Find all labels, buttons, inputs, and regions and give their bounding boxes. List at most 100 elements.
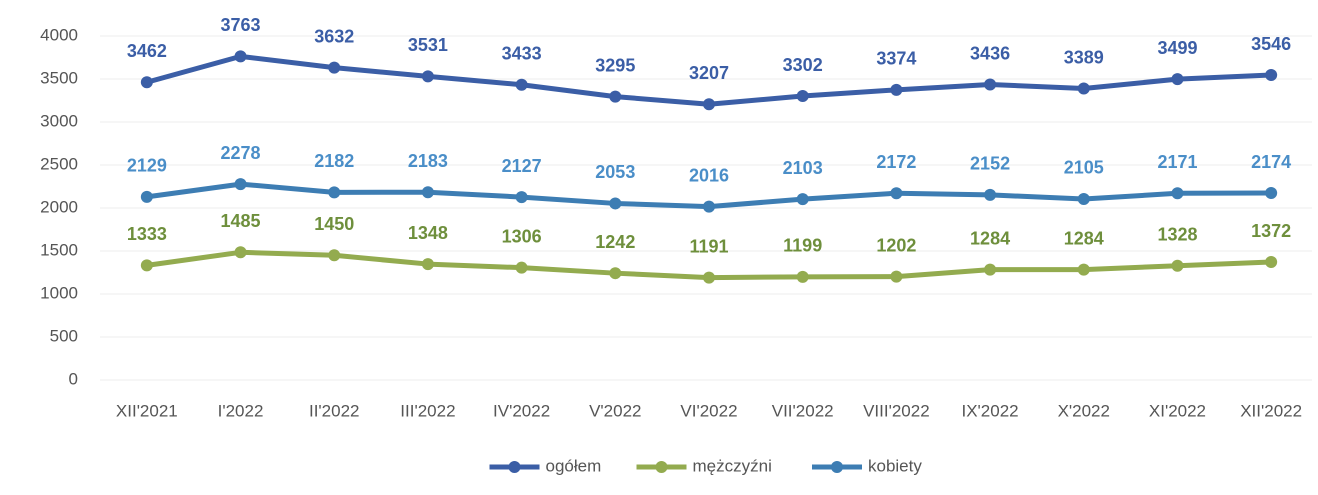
data-label: 3207 <box>689 63 729 83</box>
point <box>1265 187 1278 200</box>
point <box>1265 69 1278 82</box>
point <box>890 83 903 96</box>
data-label: 1328 <box>1157 225 1197 245</box>
y-tick-label: 1000 <box>40 283 78 302</box>
data-label: 2103 <box>783 158 823 178</box>
x-tick-label: XI'2022 <box>1149 401 1206 420</box>
point <box>609 90 622 103</box>
point <box>1265 256 1278 269</box>
point <box>234 178 247 191</box>
data-label: 1450 <box>314 214 354 234</box>
data-label: 2174 <box>1251 152 1291 172</box>
data-label: 2152 <box>970 154 1010 174</box>
legend-marker <box>508 461 521 473</box>
legend-label: kobiety <box>868 456 922 475</box>
x-tick-label: IX'2022 <box>962 401 1019 420</box>
y-tick-label: 3500 <box>40 68 78 87</box>
data-label: 3295 <box>595 55 635 75</box>
data-label: 2182 <box>314 151 354 171</box>
point <box>140 76 153 89</box>
point <box>140 190 153 203</box>
data-label: 3763 <box>221 15 261 35</box>
y-tick-label: 1500 <box>40 240 78 259</box>
point <box>1171 259 1184 272</box>
data-label: 1202 <box>876 235 916 255</box>
point <box>1077 263 1090 276</box>
data-label: 2053 <box>595 162 635 182</box>
x-tick-label: VIII'2022 <box>863 401 930 420</box>
data-label: 1348 <box>408 223 448 243</box>
data-label: 2127 <box>502 156 542 176</box>
point <box>515 78 528 91</box>
x-tick-label: VI'2022 <box>680 401 737 420</box>
data-label: 3499 <box>1157 38 1197 58</box>
data-label: 2129 <box>127 156 167 176</box>
data-label: 1199 <box>783 236 822 256</box>
point <box>328 186 341 199</box>
point <box>984 78 997 91</box>
point <box>328 249 341 262</box>
point <box>421 258 434 271</box>
legend-label: mężczyźni <box>693 456 772 475</box>
data-label: 3436 <box>970 43 1010 63</box>
data-label: 1372 <box>1251 221 1291 241</box>
x-tick-label: XII'2022 <box>1240 401 1302 420</box>
data-label: 3531 <box>408 35 448 55</box>
point <box>234 50 247 63</box>
point <box>796 90 809 103</box>
data-label: 1306 <box>502 226 542 246</box>
x-tick-label: XII'2021 <box>116 401 178 420</box>
x-tick-label: V'2022 <box>589 401 641 420</box>
point <box>703 271 715 284</box>
legend-marker <box>655 461 668 473</box>
x-tick-label: I'2022 <box>218 401 264 420</box>
data-label: 1485 <box>221 211 261 231</box>
point <box>515 261 528 274</box>
point <box>1077 192 1090 205</box>
point <box>703 200 715 213</box>
point <box>515 191 528 204</box>
y-tick-label: 0 <box>69 369 78 388</box>
x-tick-label: IV'2022 <box>493 401 550 420</box>
y-tick-label: 4000 <box>40 25 78 44</box>
point <box>890 187 903 200</box>
point <box>984 188 997 201</box>
point <box>609 197 622 210</box>
point <box>796 270 809 283</box>
point <box>1077 82 1090 95</box>
point <box>421 70 434 83</box>
data-label: 3546 <box>1251 34 1291 54</box>
data-label: 2278 <box>221 143 261 163</box>
x-tick-label: VII'2022 <box>772 401 834 420</box>
legend-label: ogółem <box>546 456 602 475</box>
data-label: 3632 <box>314 26 354 46</box>
y-tick-label: 2500 <box>40 154 78 173</box>
point <box>1171 73 1184 86</box>
data-label: 1333 <box>127 224 167 244</box>
y-tick-label: 2000 <box>40 197 78 216</box>
data-label: 1284 <box>970 228 1010 248</box>
point <box>796 193 809 206</box>
y-tick-label: 500 <box>50 326 78 345</box>
data-label: 3374 <box>876 49 916 69</box>
point <box>421 186 434 199</box>
data-label: 3433 <box>502 44 542 64</box>
x-tick-label: X'2022 <box>1058 401 1110 420</box>
point <box>140 259 153 272</box>
point <box>609 267 622 280</box>
data-label: 3389 <box>1064 47 1104 67</box>
data-label: 1242 <box>595 232 635 252</box>
data-label: 1191 <box>689 236 728 256</box>
point <box>890 270 903 283</box>
x-tick-label: II'2022 <box>309 401 360 420</box>
data-label: 3302 <box>783 55 823 75</box>
point <box>984 263 997 276</box>
point <box>328 61 341 74</box>
point <box>703 98 715 111</box>
point <box>1171 187 1184 200</box>
x-tick-label: III'2022 <box>400 401 455 420</box>
legend-marker <box>831 461 843 473</box>
data-label: 2172 <box>876 152 916 172</box>
data-label: 1284 <box>1064 228 1104 248</box>
data-label: 2016 <box>689 165 729 185</box>
